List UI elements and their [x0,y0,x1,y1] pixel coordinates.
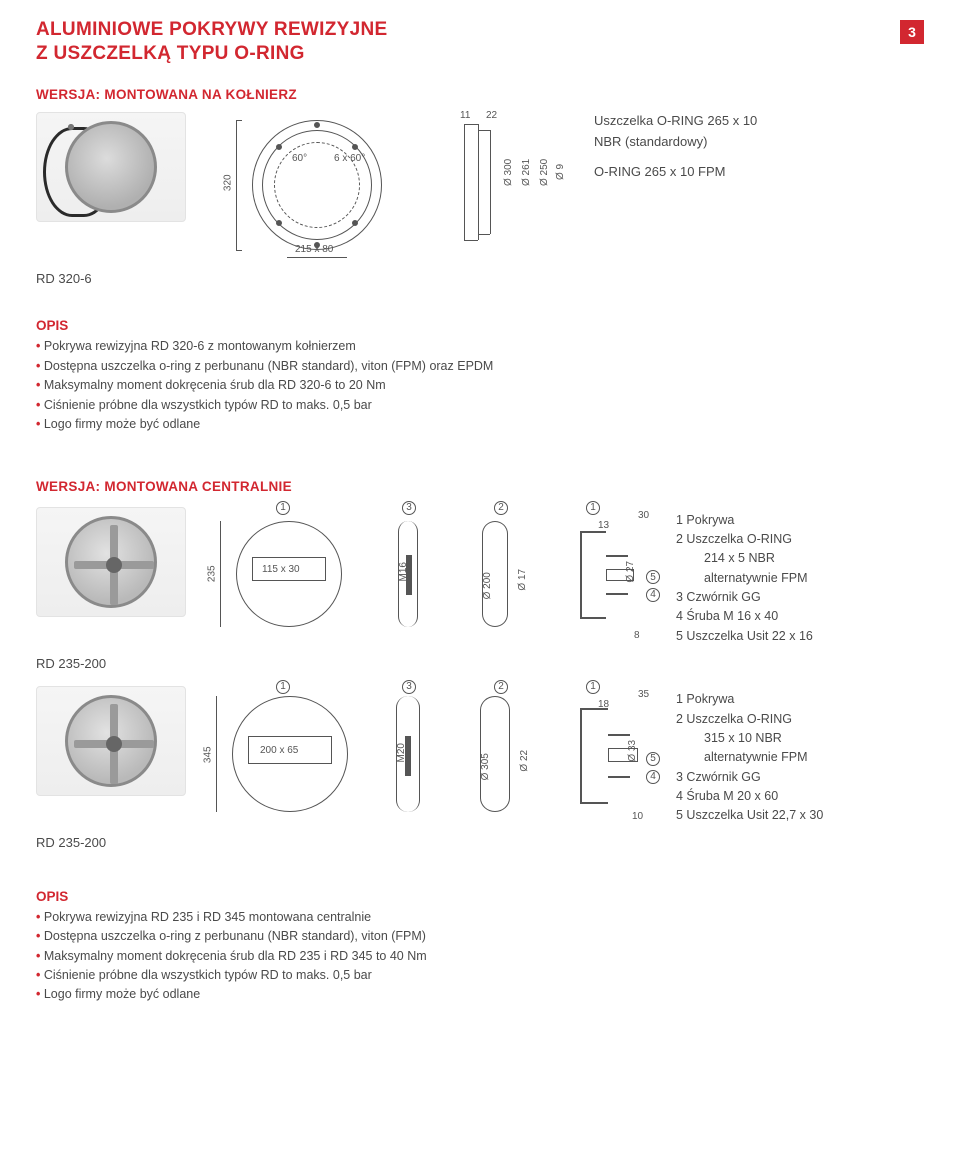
dim-m20: M20 [395,743,409,762]
legend-item: 5 Uszczelka Usit 22,7 x 30 [676,806,924,825]
opis-1-list: Pokrywa rewizyjna RD 320-6 z montowanym … [36,337,924,434]
opis-1-item: Maksymalny moment dokręcenia śrub dla RD… [36,376,924,395]
dim-d17: Ø 17 [516,568,530,590]
dim-200x65: 200 x 65 [260,744,298,758]
dim-345: 345 [202,747,216,764]
callout-5: 5 [646,752,660,766]
rd320-front-drawing: 320 215 x 80 60° 6 x 60° [202,112,412,262]
version-central-heading: WERSJA: MONTOWANA CENTRALNIE [36,478,924,496]
opis-1-item: Pokrywa rewizyjna RD 320-6 z montowanym … [36,337,924,356]
rd320-note-3: O-RING 265 x 10 FPM [594,163,924,181]
legend-item: 2 Uszczelka O-RING [676,530,924,549]
dim-60a: 60° [292,152,307,166]
rd345-lens-drawing: 2 Ø 305 Ø 22 [458,686,548,826]
rd235-legend: 1 Pokrywa 2 Uszczelka O-RING 214 x 5 NBR… [676,507,924,647]
callout-2: 2 [494,501,508,515]
rd235-assembly-drawing: 1 13 30 Ø 27 5 4 8 [562,507,662,647]
dim-d305: Ø 305 [479,753,493,780]
legend-item: alternatywnie FPM [676,748,924,767]
dim-22: 22 [486,109,497,123]
title-line-2: Z USZCZELKĄ TYPU O-RING [36,42,387,66]
dim-10: 10 [632,810,643,824]
dim-30: 30 [638,509,649,523]
callout-3: 3 [402,680,416,694]
dim-8: 8 [634,629,640,643]
dim-d27: Ø 27 [624,560,638,582]
legend-item: 1 Pokrywa [676,511,924,530]
dim-11: 11 [460,109,470,123]
legend-item: 5 Uszczelka Usit 22 x 16 [676,627,924,646]
dim-d300: Ø 300 [502,158,516,185]
rd320-note-2: NBR (standardowy) [594,133,924,151]
legend-item: 3 Czwórnik GG [676,768,924,787]
callout-2: 2 [494,680,508,694]
opis-2-item: Maksymalny moment dokręcenia śrub dla RD… [36,947,924,966]
opis-2-item: Pokrywa rewizyjna RD 235 i RD 345 montow… [36,908,924,927]
callout-4: 4 [646,588,660,602]
opis-2-item: Dostępna uszczelka o-ring z perbunanu (N… [36,927,924,946]
rd345-row: 1 200 x 65 345 3 M20 2 Ø 305 Ø 22 1 18 3… [36,686,924,826]
rd345-photo [36,686,186,796]
callout-1: 1 [276,680,290,694]
header: ALUMINIOWE POKRYWY REWIZYJNE Z USZCZELKĄ… [36,18,924,66]
rd320-note-1: Uszczelka O-RING 265 x 10 [594,112,924,130]
rd345-legend: 1 Pokrywa 2 Uszczelka O-RING 315 x 10 NB… [676,686,924,826]
callout-4: 4 [646,770,660,784]
rd320-row: 320 215 x 80 60° 6 x 60° 11 22 Ø 300 Ø 2… [36,112,924,262]
title-block: ALUMINIOWE POKRYWY REWIZYJNE Z USZCZELKĄ… [36,18,387,66]
legend-item: 1 Pokrywa [676,690,924,709]
rd320-code: RD 320-6 [36,270,924,288]
rd345-washer-drawing: 3 M20 [374,686,444,826]
dim-d200: Ø 200 [481,572,495,599]
rd320-side-drawing: 11 22 Ø 300 Ø 261 Ø 250 Ø 9 [428,112,578,262]
dim-235: 235 [206,565,220,582]
rd345-front-drawing: 1 200 x 65 345 [200,686,360,826]
opis-1-item: Logo firmy może być odlane [36,415,924,434]
dim-d261: Ø 261 [520,158,534,185]
title-line-1: ALUMINIOWE POKRYWY REWIZYJNE [36,18,387,42]
page-number-badge: 3 [900,20,924,44]
opis-2: OPIS Pokrywa rewizyjna RD 235 i RD 345 m… [36,888,924,1005]
legend-item: 3 Czwórnik GG [676,588,924,607]
legend-item: 2 Uszczelka O-RING [676,710,924,729]
opis-2-list: Pokrywa rewizyjna RD 235 i RD 345 montow… [36,908,924,1005]
rd235-row: 1 115 x 30 235 3 M16 2 Ø 200 Ø 17 1 13 3… [36,507,924,647]
dim-115x30: 115 x 30 [262,563,300,577]
dim-d9: Ø 9 [554,164,568,180]
dim-m16: M16 [397,562,411,581]
opis-2-title: OPIS [36,888,924,906]
dim-d22: Ø 22 [518,750,532,772]
opis-1-item: Ciśnienie próbne dla wszystkich typów RD… [36,396,924,415]
dim-d33: Ø 33 [626,740,640,762]
dim-6x60: 6 x 60° [334,152,365,166]
legend-item: 4 Śruba M 16 x 40 [676,607,924,626]
rd235-washer-drawing: 3 M16 [374,507,444,647]
callout-3: 3 [402,501,416,515]
callout-5: 5 [646,570,660,584]
opis-1-title: OPIS [36,317,924,335]
legend-item: alternatywnie FPM [676,569,924,588]
legend-item: 315 x 10 NBR [676,729,924,748]
rd345-code: RD 235-200 [36,834,924,852]
rd235-photo [36,507,186,617]
legend-item: 4 Śruba M 20 x 60 [676,787,924,806]
opis-2-item: Ciśnienie próbne dla wszystkich typów RD… [36,966,924,985]
opis-1: OPIS Pokrywa rewizyjna RD 320-6 z montow… [36,317,924,434]
callout-1: 1 [276,501,290,515]
rd320-photo [36,112,186,222]
dim-35: 35 [638,688,649,702]
rd235-code: RD 235-200 [36,655,924,673]
callout-1b: 1 [586,501,600,515]
dim-320: 320 [222,174,236,191]
rd320-notes: Uszczelka O-RING 265 x 10 NBR (standardo… [594,112,924,185]
dim-d250: Ø 250 [538,158,552,185]
rd235-front-drawing: 1 115 x 30 235 [200,507,360,647]
opis-2-item: Logo firmy może być odlane [36,985,924,1004]
version-flange-heading: WERSJA: MONTOWANA NA KOŁNIERZ [36,86,924,104]
legend-item: 214 x 5 NBR [676,549,924,568]
rd235-lens-drawing: 2 Ø 200 Ø 17 [458,507,548,647]
opis-1-item: Dostępna uszczelka o-ring z perbunanu (N… [36,357,924,376]
rd345-assembly-drawing: 1 18 35 Ø 33 5 4 10 [562,686,662,826]
callout-1b: 1 [586,680,600,694]
